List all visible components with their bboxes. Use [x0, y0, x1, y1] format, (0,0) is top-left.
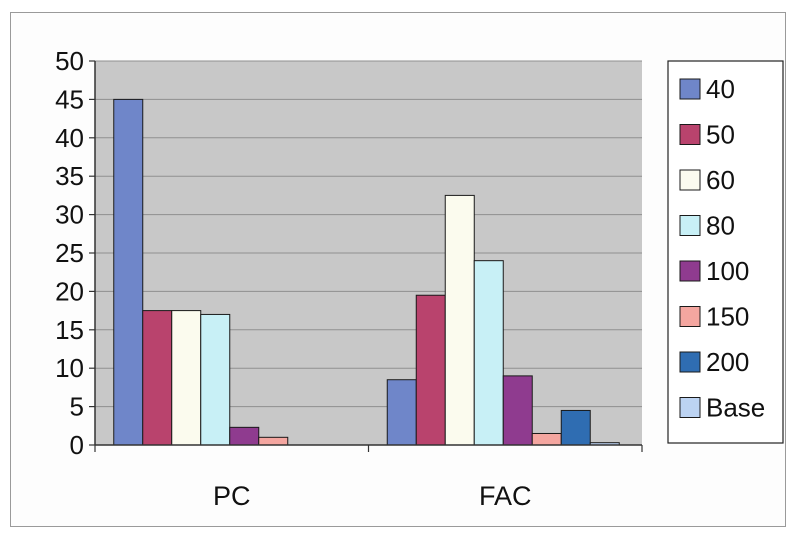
- bar-200-fac: [560, 409, 591, 446]
- legend-swatch-80: [679, 215, 701, 236]
- legend-swatch-150: [679, 306, 701, 327]
- legend-label-150: 150: [706, 302, 749, 332]
- legend-box: [667, 60, 784, 444]
- y-tick-label: 20: [55, 276, 84, 306]
- legend: 40 50 60 80 100 150 200 Base: [667, 60, 784, 444]
- legend-label-200: 200: [706, 347, 749, 377]
- y-tick-label: 5: [70, 392, 84, 422]
- axes: 0 5 10 15 20 25 30 35 40 45 50 PC FAC: [55, 46, 643, 511]
- legend-swatch-60: [679, 169, 701, 191]
- y-tick-label: 30: [55, 200, 84, 230]
- bar-50-fac: [415, 294, 446, 446]
- bar-50-pc: [142, 310, 173, 446]
- bar-60-fac: [444, 194, 475, 446]
- y-tick-label: 35: [55, 161, 84, 191]
- y-tick-label: 45: [55, 84, 84, 114]
- legend-label-base: Base: [706, 393, 765, 423]
- legend-label-40: 40: [706, 74, 735, 104]
- x-tick-label: PC: [213, 481, 251, 511]
- legend-swatch-50: [679, 124, 701, 145]
- y-tick-label: 25: [55, 238, 84, 268]
- bar-100-fac: [502, 375, 533, 446]
- legend-swatch-100: [679, 260, 701, 282]
- bars: [113, 98, 620, 446]
- bar-80-fac: [473, 260, 504, 446]
- bar-40-pc: [113, 98, 144, 446]
- y-tick-label: 10: [55, 353, 84, 383]
- legend-swatch-base: [679, 397, 701, 418]
- x-tick-label: FAC: [479, 481, 532, 511]
- y-tick-label: 15: [55, 315, 84, 345]
- legend-label-60: 60: [706, 165, 735, 195]
- bar-40-fac: [386, 379, 417, 446]
- y-tick-label: 40: [55, 123, 84, 153]
- chart-frame: 0 5 10 15 20 25 30 35 40 45 50 PC FAC 40 50 60 80 100 150…: [10, 12, 786, 527]
- bar-150-pc: [258, 436, 289, 446]
- bar-60-pc: [171, 310, 202, 446]
- legend-label-100: 100: [706, 256, 749, 286]
- bar-chart: 0 5 10 15 20 25 30 35 40 45 50 PC FAC 40 50 60 80 100 150…: [55, 46, 784, 511]
- legend-swatch-200: [679, 351, 701, 373]
- bar-80-pc: [200, 313, 231, 446]
- legend-swatch-40: [679, 78, 701, 100]
- y-tick-label: 0: [70, 430, 84, 460]
- y-tick-label: 50: [55, 46, 84, 76]
- bar-150-fac: [531, 432, 562, 446]
- legend-label-50: 50: [706, 120, 735, 150]
- legend-label-80: 80: [706, 211, 735, 241]
- bar-100-pc: [229, 426, 260, 446]
